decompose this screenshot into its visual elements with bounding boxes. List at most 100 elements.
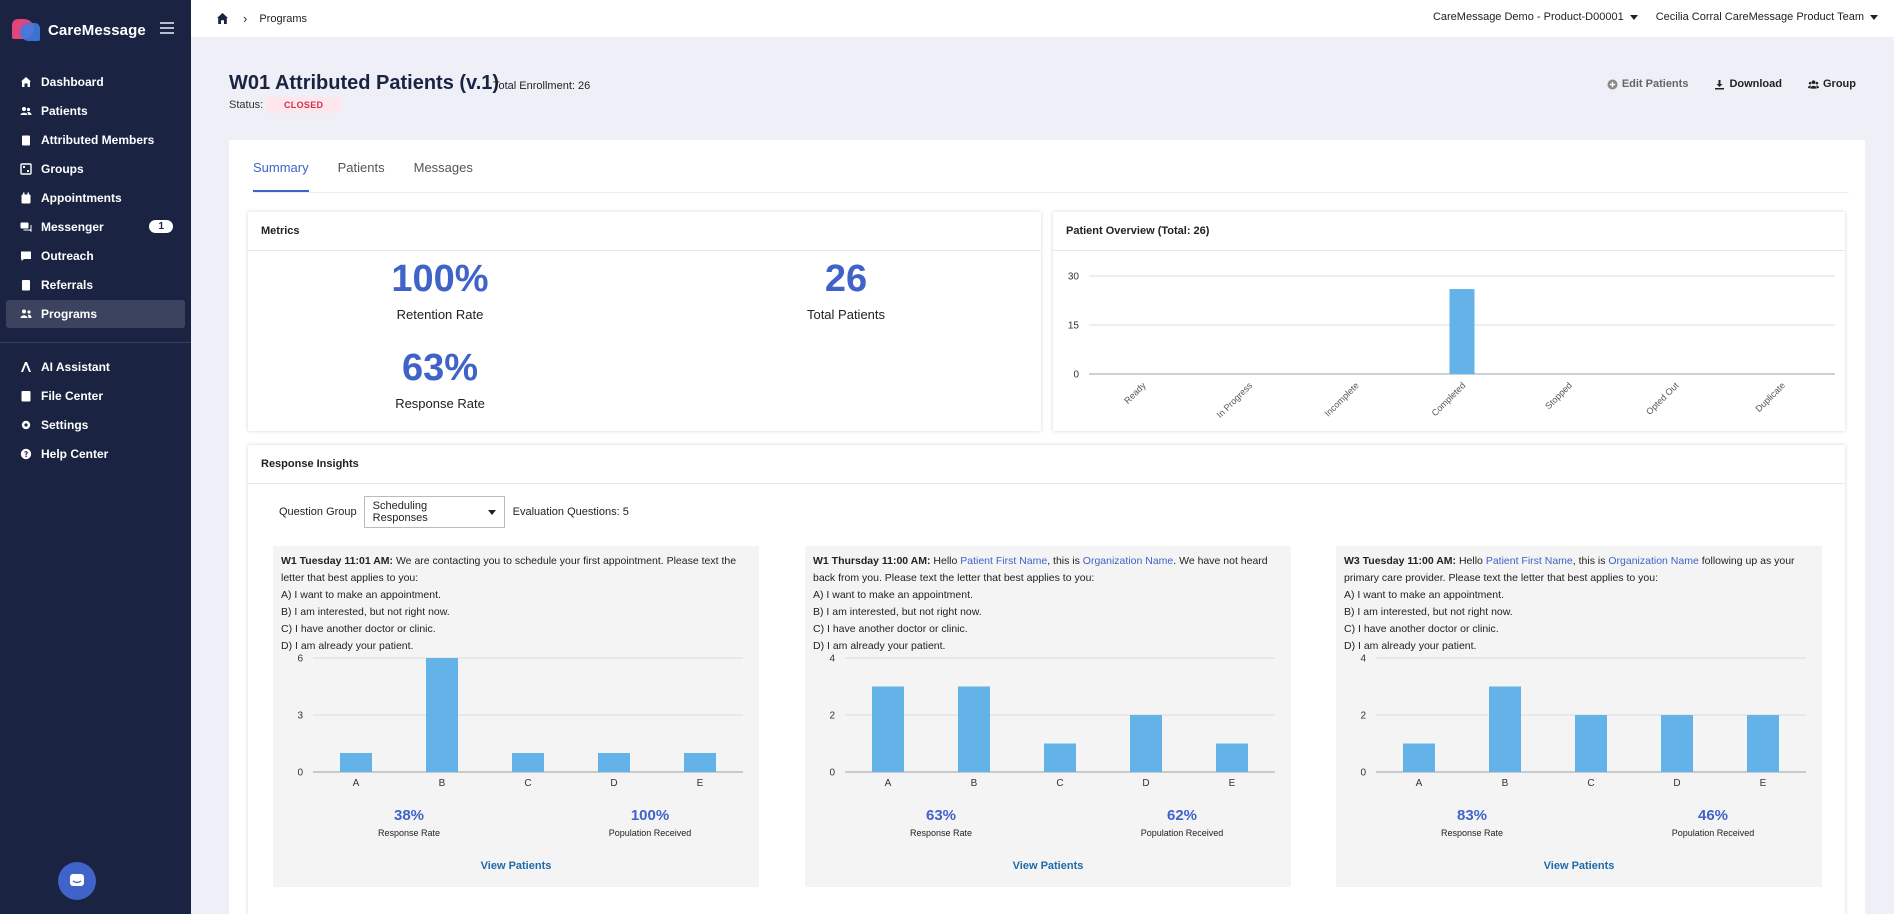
y-tick-label: 2 [1360, 711, 1366, 722]
sidebar-item-label: Help Center [41, 447, 109, 461]
question-body-text: . We have not heard back from you. Pleas… [813, 555, 1268, 584]
response-rate-label: Response Rate [377, 828, 441, 838]
x-tick-label: Stopped [1543, 380, 1574, 411]
group-button[interactable]: Group [1808, 78, 1856, 90]
x-tick-label: D [1673, 778, 1680, 789]
question-group-controls: Question Group Scheduling Responses Eval… [279, 496, 629, 528]
y-tick-label: 0 [829, 768, 835, 779]
bar [598, 753, 630, 772]
sidebar-item-programs[interactable]: Programs [6, 300, 185, 328]
tab-bar: Summary Patients Messages [253, 160, 1849, 193]
org-selector-label: CareMessage Demo - Product-D00001 [1432, 11, 1624, 23]
question-timestamp: W1 Tuesday 11:01 AM: [281, 555, 394, 567]
merge-field-token: Organization Name [1082, 555, 1174, 567]
top-bar: › Programs CareMessage Demo - Product-D0… [191, 0, 1894, 37]
answer-option: D) I am already your patient. [813, 640, 946, 652]
sidebar-item-patients[interactable]: Patients [6, 97, 185, 125]
view-patients-link[interactable]: View Patients [1543, 860, 1615, 872]
tab-summary[interactable]: Summary [253, 160, 309, 192]
merge-field-token: Patient First Name [960, 555, 1048, 567]
answer-option: C) I have another doctor or clinic. [1344, 623, 1499, 635]
question-body-text: , this is [1572, 555, 1609, 567]
population-received-label: Population Received [1671, 828, 1755, 838]
download-button[interactable]: Download [1714, 78, 1782, 90]
total-patients-value: 26 [824, 258, 868, 300]
header-actions: Edit Patients Download Group [1581, 78, 1856, 90]
support-chat-button[interactable] [58, 862, 96, 900]
answer-option: D) I am already your patient. [281, 640, 414, 652]
question-response-chart: 0 2 4 A B C D E [1360, 654, 1806, 789]
question-text: W3 Tuesday 11:00 AM: Hello Patient First… [1344, 553, 1814, 656]
download-icon [1715, 79, 1725, 89]
x-tick-label: B [439, 778, 446, 789]
sidebar-item-messenger[interactable]: Messenger 1 [6, 213, 185, 241]
page-title: W01 Attributed Patients (v.1) [229, 72, 500, 94]
view-patients-link[interactable]: View Patients [480, 860, 552, 872]
population-received-stat: 100% Population Received [570, 807, 730, 838]
sidebar-item-outreach[interactable]: Outreach [6, 242, 185, 270]
tab-messages[interactable]: Messages [413, 160, 473, 175]
view-patients-link[interactable]: View Patients [1012, 860, 1084, 872]
chat-icon [19, 220, 33, 234]
users-icon [19, 104, 33, 118]
bar [872, 686, 904, 772]
sidebar-item-label: Attributed Members [41, 133, 155, 147]
tab-patients[interactable]: Patients [337, 160, 385, 175]
user-selector[interactable]: Cecilia Corral CareMessage Product Team [1656, 11, 1878, 23]
retention-value: 100% [391, 258, 489, 300]
response-rate-value: 83% [1456, 807, 1488, 824]
question-timestamp: W1 Thursday 11:00 AM: [813, 555, 931, 567]
sidebar-item-help-center[interactable]: Help Center [6, 440, 185, 468]
chevron-down-icon [1870, 14, 1878, 20]
response-rate-label: Response Rate [1440, 828, 1504, 838]
merge-field-token: Organization Name [1608, 555, 1699, 567]
help-icon [19, 447, 33, 461]
answer-option: A) I want to make an appointment. [813, 589, 973, 601]
y-tick-label: 0 [1073, 370, 1079, 381]
gear-icon [19, 418, 33, 432]
edit-patients-button[interactable]: Edit Patients [1607, 78, 1689, 90]
bar [512, 753, 544, 772]
metrics-card: Metrics 100% Retention Rate 26 Total Pat… [248, 212, 1041, 431]
sidebar-item-ai-assistant[interactable]: AI Assistant [6, 353, 185, 381]
menu-toggle-icon[interactable] [160, 22, 174, 34]
retention-metric: 100% Retention Rate [290, 258, 590, 322]
bar [684, 753, 716, 772]
population-received-value: 46% [1697, 807, 1729, 824]
edit-patients-label: Edit Patients [1621, 78, 1689, 90]
group-label: Group [1823, 78, 1856, 90]
answer-option: B) I am interested, but not right now. [813, 606, 982, 618]
sidebar-item-label: Dashboard [41, 75, 104, 89]
question-response-chart: 0 3 6 A B C D E [297, 654, 743, 789]
question-body-text: We are contacting you to schedule your f… [281, 555, 737, 584]
question-group-select[interactable]: Scheduling Responses [363, 496, 505, 528]
breadcrumb-home-icon[interactable] [216, 12, 229, 25]
sidebar-item-settings[interactable]: Settings [6, 411, 185, 439]
question-body-text: , this is [1047, 555, 1083, 567]
x-tick-label: Duplicate [1754, 380, 1788, 414]
metrics-title: Metrics [248, 212, 1041, 251]
calendar-icon [19, 191, 33, 205]
chevron-down-icon [487, 509, 496, 515]
sidebar-item-appointments[interactable]: Appointments [6, 184, 185, 212]
population-received-value: 100% [630, 807, 670, 824]
sidebar-item-attributed-members[interactable]: Attributed Members [6, 126, 185, 154]
question-body-text: following up as your primary care provid… [1344, 555, 1795, 584]
x-tick-label: E [697, 778, 704, 789]
bar [1661, 715, 1693, 772]
brand[interactable]: CareMessage [0, 0, 191, 60]
sidebar-item-referrals[interactable]: Referrals [6, 271, 185, 299]
status-badge: CLOSED [266, 97, 342, 113]
x-tick-label: C [524, 778, 531, 789]
population-received-label: Population Received [1140, 828, 1224, 838]
org-selector[interactable]: CareMessage Demo - Product-D00001 [1433, 11, 1638, 23]
sidebar-item-groups[interactable]: Groups [6, 155, 185, 183]
sidebar-item-file-center[interactable]: File Center [6, 382, 185, 410]
question-text: W1 Thursday 11:00 AM: Hello Patient Firs… [813, 553, 1283, 656]
brand-logo-icon [12, 17, 42, 43]
outreach-icon [19, 249, 33, 263]
question-card: W1 Thursday 11:00 AM: Hello Patient Firs… [805, 546, 1291, 887]
programs-icon [19, 307, 33, 321]
sidebar-item-dashboard[interactable]: Dashboard [6, 68, 185, 96]
patient-overview-title: Patient Overview (Total: 26) [1053, 212, 1845, 251]
